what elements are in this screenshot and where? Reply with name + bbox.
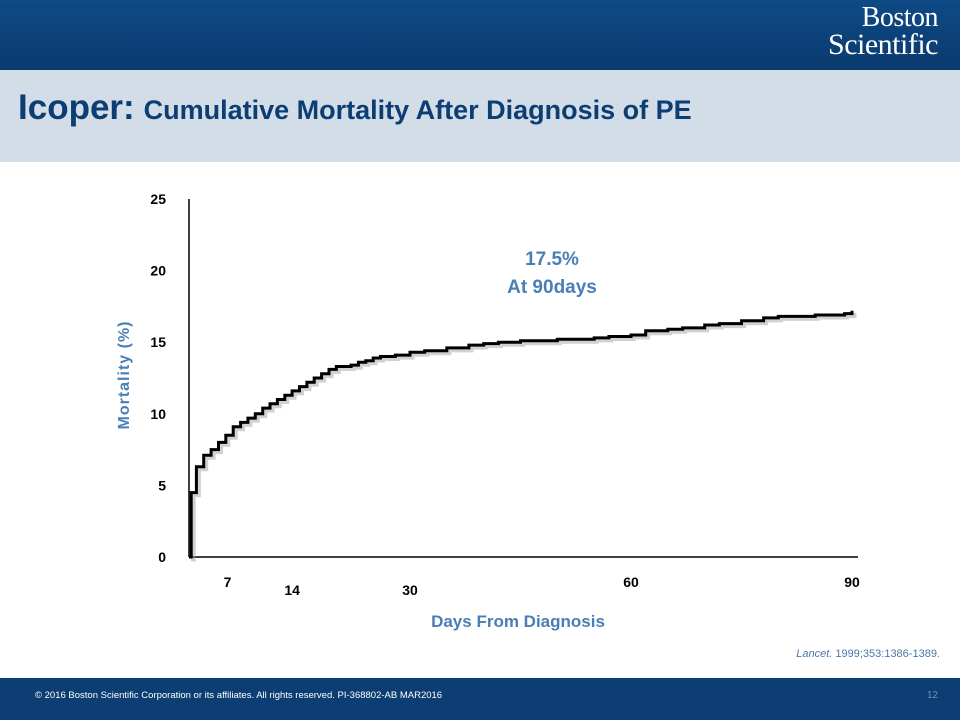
x-tick-label: 60 (623, 574, 639, 590)
y-tick-label: 5 (158, 477, 166, 493)
header-band (0, 0, 960, 70)
logo-line-1: Boston (861, 2, 939, 33)
y-tick-label: 0 (158, 549, 166, 565)
citation-ref: 1999;353:1386-1389. (835, 648, 940, 660)
x-tick-label: 14 (284, 582, 300, 598)
slide-title: Icoper: Cumulative Mortality After Diagn… (18, 88, 692, 128)
y-tick-label: 10 (150, 406, 166, 422)
citation: Lancet. 1999;353:1386-1389. (796, 648, 940, 660)
curve-shadow (190, 312, 857, 562)
x-axis-title: Days From Diagnosis (431, 612, 605, 631)
x-tick-label: 90 (844, 574, 860, 590)
logo-line-2: Scientific (828, 28, 938, 61)
footer-band (0, 678, 960, 720)
title-main: Icoper: (18, 88, 135, 127)
x-tick-label: 30 (402, 582, 418, 598)
annotation-line-1: 17.5% (525, 249, 579, 270)
brand-logo: Boston Scientific (788, 2, 939, 61)
mortality-chart: 0 5 10 15 20 25 7 14 30 60 90 Days From Diagnosis Mo… (116, 191, 860, 631)
annotation-line-2: At 90days (507, 277, 597, 298)
citation-journal: Lancet. (796, 648, 833, 660)
page-number: 12 (926, 690, 938, 701)
y-tick-label: 15 (150, 334, 166, 350)
x-tick-label: 7 (224, 574, 232, 590)
mortality-curve (189, 310, 854, 559)
title-band (0, 70, 960, 162)
y-axis-title: Mortality (%) (116, 321, 133, 430)
y-tick-label: 25 (150, 191, 166, 207)
title-subtitle: Cumulative Mortality After Diagnosis of … (143, 95, 692, 125)
y-tick-label: 20 (150, 263, 166, 279)
copyright-text: © 2016 Boston Scientific Corporation or … (35, 690, 443, 701)
